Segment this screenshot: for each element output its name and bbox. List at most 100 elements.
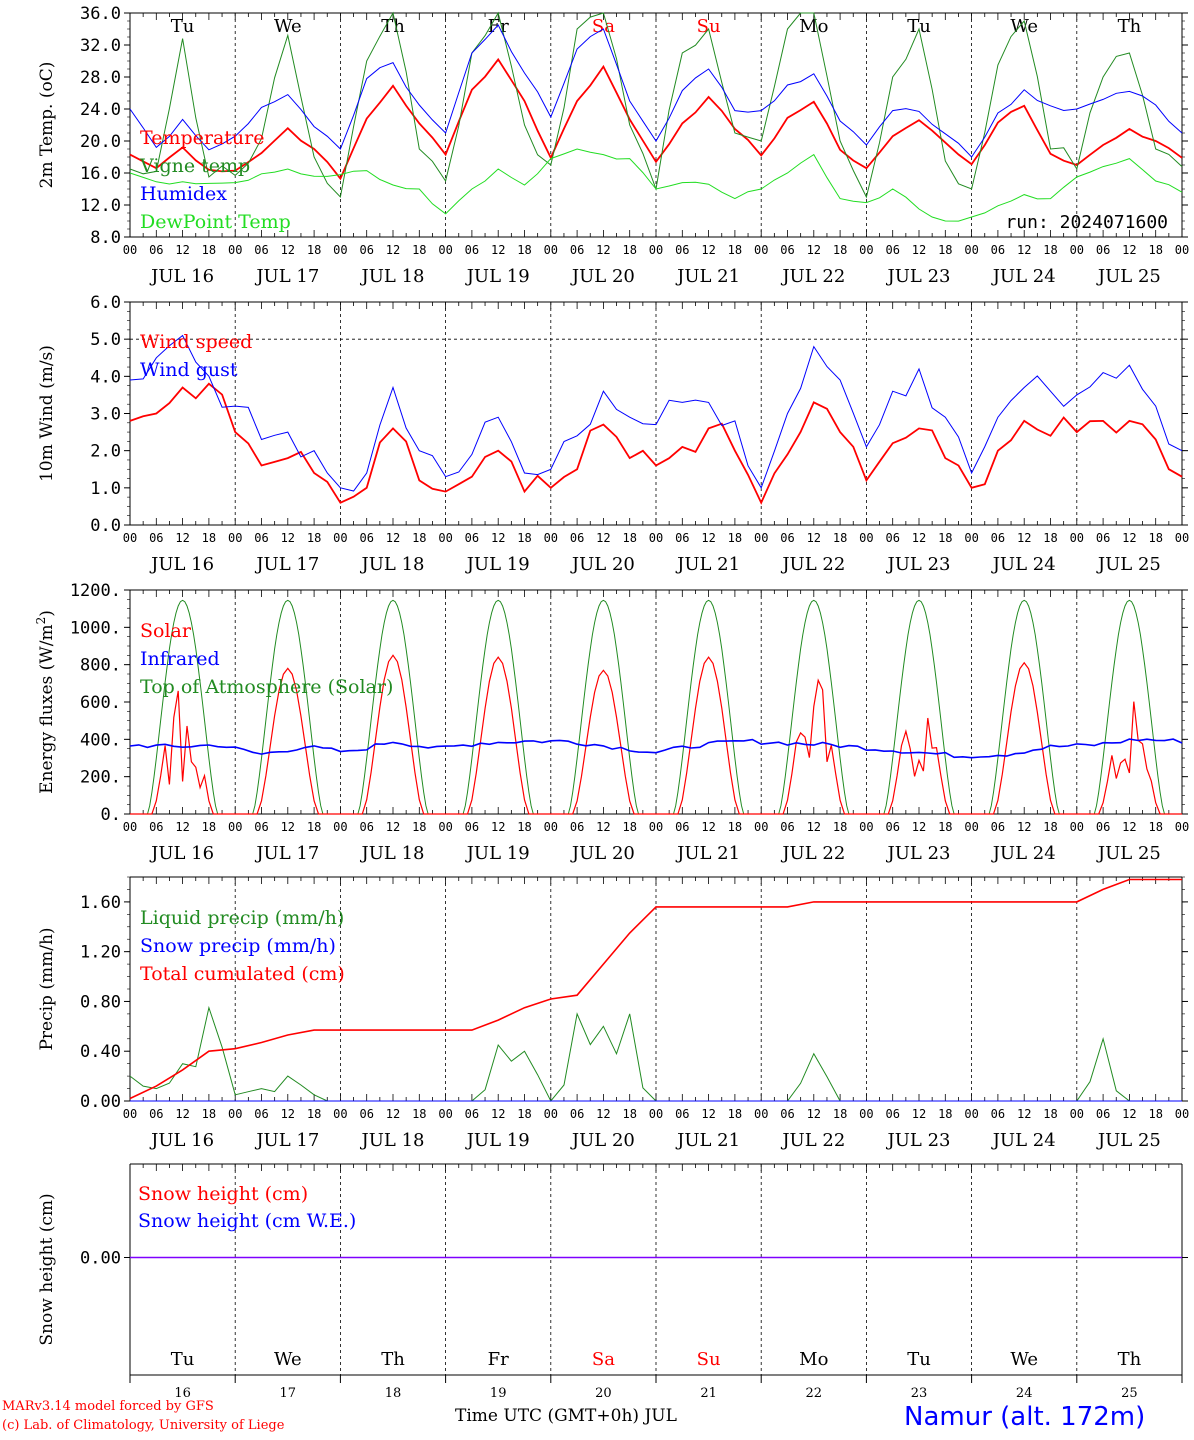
hour-tick-label: 12	[701, 531, 715, 545]
day-label: JUL 24	[991, 1130, 1056, 1151]
hour-tick-label: 00	[1070, 531, 1084, 545]
y-tick-label: 12.0	[80, 196, 121, 216]
y-tick-label: 1200.	[70, 581, 121, 601]
hour-tick-label: 00	[649, 1107, 663, 1121]
hour-tick-label: 18	[938, 243, 952, 257]
hour-tick-label: 06	[991, 531, 1005, 545]
day-label: JUL 22	[780, 1130, 845, 1151]
legend-entry: Vigne temp	[139, 155, 250, 177]
legend-entry: Humidex	[140, 183, 227, 205]
hour-tick-label: 00	[228, 1107, 242, 1121]
y-tick-label: 32.0	[80, 36, 121, 56]
hour-tick-label: 12	[912, 531, 926, 545]
hour-tick-label: 18	[412, 1107, 426, 1121]
hour-tick-label: 18	[1043, 243, 1057, 257]
weekday-label: We	[274, 16, 302, 37]
hour-tick-label: 06	[885, 1107, 899, 1121]
day-number-label: 16	[174, 1386, 191, 1401]
hour-tick-label: 18	[307, 531, 321, 545]
hour-tick-label: 18	[622, 243, 636, 257]
hour-tick-label: 00	[1175, 531, 1189, 545]
hour-tick-label: 18	[202, 820, 216, 834]
hour-tick-label: 00	[1175, 820, 1189, 834]
hour-tick-label: 06	[254, 820, 268, 834]
day-label: JUL 20	[570, 554, 635, 575]
hour-tick-label: 12	[912, 243, 926, 257]
day-label: JUL 21	[675, 266, 740, 287]
hour-tick-label: 06	[1096, 531, 1110, 545]
y-tick-label: 0.	[101, 805, 121, 825]
series-temperature-line	[129, 57, 1183, 181]
day-label: JUL 18	[360, 843, 425, 864]
hour-tick-label: 06	[465, 1107, 479, 1121]
hour-tick-label: 12	[175, 243, 189, 257]
hour-tick-label: 12	[912, 1107, 926, 1121]
hour-tick-label: 12	[281, 820, 295, 834]
hour-tick-label: 06	[359, 531, 373, 545]
day-label: JUL 16	[149, 266, 214, 287]
hour-tick-label: 18	[1043, 531, 1057, 545]
y-tick-label: 3.0	[90, 405, 121, 425]
day-label: JUL 22	[780, 843, 845, 864]
weekday-label: Sa	[592, 1349, 615, 1370]
hour-tick-label: 12	[386, 820, 400, 834]
hour-tick-label: 18	[1148, 243, 1162, 257]
hour-tick-label: 18	[833, 1107, 847, 1121]
hour-tick-label: 06	[149, 243, 163, 257]
y-axis-title: 2m Temp. (oC)	[37, 62, 57, 189]
hour-tick-label: 12	[701, 820, 715, 834]
legend-entry: Total cumulated (cm)	[140, 963, 345, 985]
hour-tick-label: 00	[544, 531, 558, 545]
hour-tick-label: 00	[438, 531, 452, 545]
hour-tick-label: 06	[991, 820, 1005, 834]
legend-entry: Wind speed	[140, 331, 252, 353]
hour-tick-label: 18	[202, 243, 216, 257]
hour-tick-label: 18	[622, 531, 636, 545]
hour-tick-label: 06	[149, 1107, 163, 1121]
hour-tick-label: 12	[175, 820, 189, 834]
weekday-label: Th	[381, 16, 405, 37]
weekday-label: Mo	[799, 1349, 828, 1370]
day-label: JUL 23	[886, 554, 951, 575]
y-tick-label: 28.0	[80, 68, 121, 88]
panel-frame: 00 06 12 18 JUL 16 00 06 12 18 JUL 17 00 06 12 18 JUL …	[123, 12, 1189, 287]
legend-entry: Snow precip (mm/h)	[140, 935, 336, 957]
y-tick-label: 0.0	[90, 516, 121, 536]
weekday-label: Tu	[907, 16, 931, 37]
hour-tick-label: 06	[885, 820, 899, 834]
day-label: JUL 21	[675, 1130, 740, 1151]
hour-tick-label: 18	[833, 531, 847, 545]
hour-tick-label: 12	[386, 243, 400, 257]
hour-tick-label: 18	[622, 820, 636, 834]
legend-entry: Temperature	[140, 127, 264, 149]
hour-tick-label: 06	[359, 243, 373, 257]
hour-tick-label: 18	[1148, 531, 1162, 545]
hour-tick-label: 06	[991, 243, 1005, 257]
weekday-label: We	[274, 1349, 302, 1370]
hour-tick-label: 18	[938, 531, 952, 545]
hour-tick-label: 00	[438, 820, 452, 834]
hour-tick-label: 12	[1122, 243, 1136, 257]
weekday-label: Fr	[488, 1349, 509, 1370]
weekday-label: Su	[697, 16, 721, 37]
y-tick-label: 20.0	[80, 132, 121, 152]
y-tick-label: 400.	[80, 730, 121, 750]
hour-tick-label: 18	[517, 243, 531, 257]
y-tick-label: 2.0	[90, 442, 121, 462]
hour-tick-label: 00	[649, 531, 663, 545]
day-label: JUL 24	[991, 843, 1056, 864]
y-tick-label: 0.00	[80, 1249, 121, 1269]
hour-tick-label: 00	[859, 820, 873, 834]
day-label: JUL 23	[886, 1130, 951, 1151]
y-axis: 0.00 0.40 0.80 1.20 1.60 Precip (mm/h)	[37, 876, 1188, 1112]
day-label: JUL 21	[675, 554, 740, 575]
run-label: run: 2024071600	[1005, 212, 1168, 233]
hour-tick-label: 00	[964, 820, 978, 834]
panel-frame: 00 06 12 18 JUL 16 00 06 12 18 JUL 17 00 06 12 18 JUL …	[123, 876, 1189, 1151]
y-tick-label: 1.60	[80, 893, 121, 913]
hour-tick-label: 06	[780, 531, 794, 545]
day-label: JUL 18	[360, 554, 425, 575]
hour-tick-label: 12	[491, 820, 505, 834]
hour-tick-label: 06	[1096, 820, 1110, 834]
